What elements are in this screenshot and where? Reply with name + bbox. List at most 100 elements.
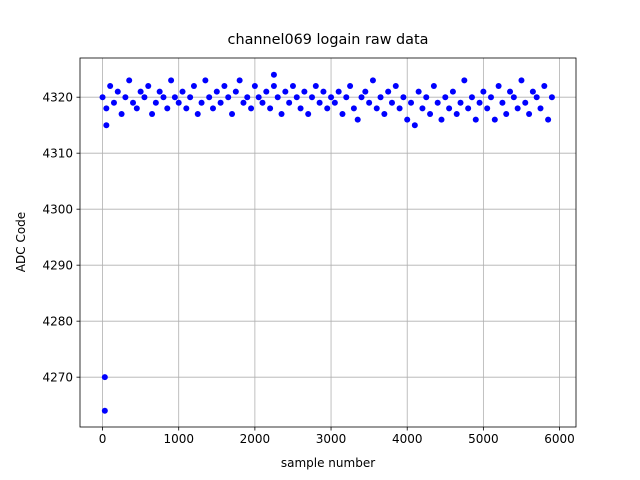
data-point <box>453 110 460 117</box>
x-tick-label: 5000 <box>468 432 499 446</box>
data-point <box>537 105 544 112</box>
data-point <box>350 105 357 112</box>
data-point <box>484 105 491 112</box>
data-point <box>270 71 277 78</box>
data-point <box>541 82 548 89</box>
data-point <box>442 94 449 101</box>
data-point <box>408 99 415 106</box>
x-tick-label: 0 <box>99 432 107 446</box>
data-point <box>487 94 494 101</box>
data-point <box>495 82 502 89</box>
data-point <box>548 94 555 101</box>
data-point <box>164 105 171 112</box>
data-point <box>396 105 403 112</box>
data-point <box>476 99 483 106</box>
data-point <box>358 94 365 101</box>
data-point <box>141 94 148 101</box>
data-point <box>427 110 434 117</box>
data-point <box>209 105 216 112</box>
data-point <box>438 116 445 123</box>
data-point <box>175 99 182 106</box>
data-point <box>103 105 110 112</box>
data-point <box>270 82 277 89</box>
data-point <box>305 110 312 117</box>
data-point <box>225 94 232 101</box>
data-point <box>156 88 163 95</box>
data-point <box>145 82 152 89</box>
data-point <box>248 105 255 112</box>
data-point <box>152 99 159 106</box>
data-point <box>529 88 536 95</box>
data-point <box>419 105 426 112</box>
data-point <box>289 82 296 89</box>
data-point <box>320 88 327 95</box>
data-point <box>518 77 525 84</box>
data-point <box>133 105 140 112</box>
data-point <box>324 105 331 112</box>
y-tick-label: 4300 <box>42 203 73 217</box>
data-point <box>392 82 399 89</box>
data-point <box>335 88 342 95</box>
data-point <box>457 99 464 106</box>
data-point <box>101 407 108 414</box>
data-point <box>206 94 213 101</box>
data-point <box>259 99 266 106</box>
y-tick-label: 4270 <box>42 371 73 385</box>
data-point <box>202 77 209 84</box>
data-point <box>126 77 133 84</box>
data-point <box>282 88 289 95</box>
data-point <box>434 99 441 106</box>
data-point <box>514 105 521 112</box>
data-point <box>168 77 175 84</box>
data-point <box>236 77 243 84</box>
data-point <box>274 94 281 101</box>
data-point <box>522 99 529 106</box>
data-point <box>309 94 316 101</box>
data-point <box>293 94 300 101</box>
data-point <box>232 88 239 95</box>
data-point <box>255 94 262 101</box>
data-point <box>381 110 388 117</box>
x-tick-label: 4000 <box>392 432 423 446</box>
data-point <box>328 94 335 101</box>
data-point <box>388 99 395 106</box>
data-point <box>217 99 224 106</box>
data-point <box>190 82 197 89</box>
x-tick-label: 1000 <box>163 432 194 446</box>
data-point <box>99 94 106 101</box>
data-point <box>107 82 114 89</box>
data-point <box>377 94 384 101</box>
data-point <box>312 82 319 89</box>
data-point <box>404 116 411 123</box>
data-point <box>194 110 201 117</box>
data-point <box>110 99 117 106</box>
data-point <box>171 94 178 101</box>
data-point <box>122 94 129 101</box>
chart-title: channel069 logain raw data <box>228 32 429 48</box>
x-tick-label: 6000 <box>544 432 575 446</box>
data-point <box>118 110 125 117</box>
data-point <box>461 77 468 84</box>
plot-area <box>80 58 576 427</box>
data-point <box>343 94 350 101</box>
data-point <box>347 82 354 89</box>
data-point <box>423 94 430 101</box>
data-point <box>373 105 380 112</box>
axes-frame <box>79 57 577 428</box>
y-tick-label: 4310 <box>42 147 73 161</box>
data-point <box>229 110 236 117</box>
data-point <box>240 99 247 106</box>
data-point <box>103 122 110 129</box>
data-point <box>545 116 552 123</box>
data-point <box>503 110 510 117</box>
data-point <box>339 110 346 117</box>
data-point <box>362 88 369 95</box>
data-point <box>480 88 487 95</box>
data-point <box>415 88 422 95</box>
data-point <box>101 374 108 381</box>
x-tick-label: 2000 <box>240 432 271 446</box>
y-axis-label: ADC Code <box>14 212 28 272</box>
data-point <box>400 94 407 101</box>
data-point <box>179 88 186 95</box>
